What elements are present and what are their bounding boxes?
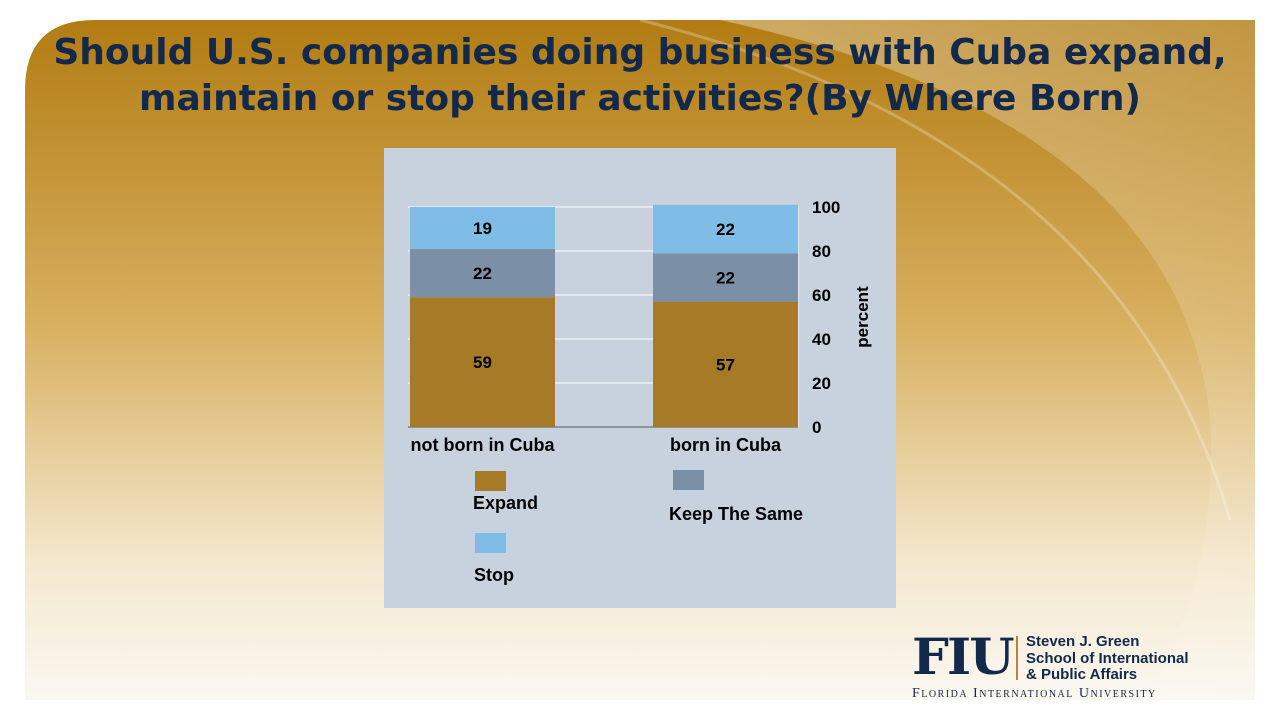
legend-swatch-3 bbox=[475, 533, 506, 553]
y-tick-label-40: 40 bbox=[812, 330, 831, 349]
university-name: Florida International University bbox=[912, 686, 1157, 702]
y-axis-label: percent bbox=[853, 286, 872, 348]
title-line-1: Should U.S. companies doing business wit… bbox=[53, 32, 1227, 73]
legend-swatch-2 bbox=[673, 470, 704, 490]
bar-segment-1-3 bbox=[410, 207, 555, 249]
school-name-line-3: & Public Affairs bbox=[1026, 666, 1138, 683]
fiu-logo: FIU Steven J. Green School of Internatio… bbox=[912, 632, 1202, 702]
y-tick-label-20: 20 bbox=[812, 374, 831, 393]
data-label-2-3: 22 bbox=[716, 220, 735, 239]
data-label-2-2: 22 bbox=[716, 268, 735, 287]
title-line-2: maintain or stop their activities?(By Wh… bbox=[139, 78, 1141, 119]
legend-label-2: Keep The Same bbox=[669, 504, 803, 524]
bar-segment-2-2 bbox=[653, 253, 798, 302]
category-label-2: born in Cuba bbox=[670, 435, 782, 455]
data-label-1-3: 19 bbox=[473, 219, 492, 238]
data-label-1-2: 22 bbox=[473, 264, 492, 283]
y-tick-label-60: 60 bbox=[812, 286, 831, 305]
legend-label-1: Expand bbox=[473, 493, 538, 513]
bar-segment-1-1 bbox=[410, 297, 555, 427]
school-name-line-2: School of International bbox=[1026, 649, 1189, 667]
fiu-wordmark: FIU bbox=[912, 628, 1015, 687]
y-tick-label-0: 0 bbox=[812, 418, 821, 437]
y-tick-label-80: 80 bbox=[812, 242, 831, 261]
legend-swatch-1 bbox=[475, 471, 506, 491]
slide-title: Should U.S. companies doing business wit… bbox=[40, 30, 1240, 122]
data-label-2-1: 57 bbox=[716, 355, 735, 374]
decorative-swoosh bbox=[720, 20, 1255, 700]
data-label-1-1: 59 bbox=[473, 353, 492, 372]
school-name: Steven J. Green School of International … bbox=[1026, 633, 1189, 684]
school-name-line-1: Steven J. Green bbox=[1026, 633, 1140, 650]
logo-divider bbox=[1016, 636, 1018, 680]
decorative-swoosh-edge bbox=[639, 18, 1232, 521]
university-name-text: Florida International University bbox=[912, 686, 1157, 701]
legend-label-3: Stop bbox=[474, 565, 514, 585]
category-label-1: not born in Cuba bbox=[411, 435, 556, 455]
bar-segment-2-1 bbox=[653, 301, 798, 427]
y-tick-label-100: 100 bbox=[812, 198, 840, 217]
bar-segment-1-2 bbox=[410, 248, 555, 298]
bar-segment-2-3 bbox=[653, 204, 798, 254]
